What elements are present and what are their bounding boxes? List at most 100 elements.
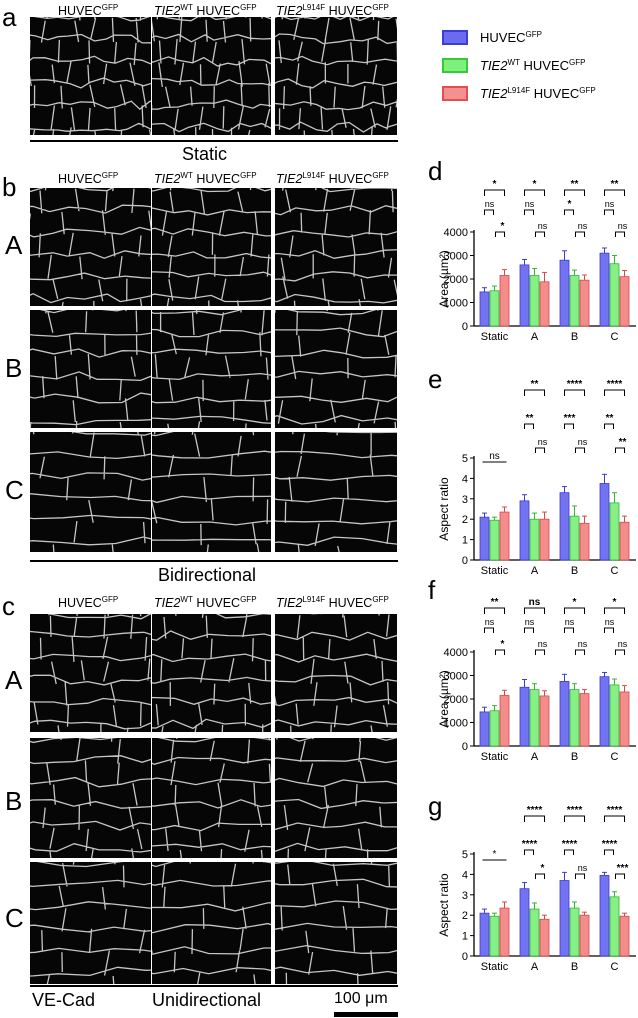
legend-item-tie2-l914f: TIE2L914F HUVECGFP	[442, 86, 596, 101]
x-tick-label: B	[571, 751, 578, 763]
y-tick-label: 5	[462, 453, 468, 465]
bar	[619, 276, 630, 327]
significance-bracket	[615, 649, 625, 655]
significance-label: ns	[525, 617, 535, 627]
significance-label: ns	[489, 451, 500, 462]
significance-label: *	[568, 199, 572, 210]
x-tick-label: C	[611, 565, 619, 576]
micrograph-c-a-col1	[30, 614, 151, 732]
y-tick-label: 0	[462, 741, 468, 753]
micrograph-b-a-col3	[275, 188, 397, 306]
significance-bracket	[484, 209, 494, 215]
membrane-outline	[152, 614, 271, 732]
bar	[539, 518, 550, 561]
bar	[529, 275, 540, 327]
micrograph-c-b-col3	[275, 738, 397, 858]
membrane-outline	[275, 614, 397, 732]
row-letter-A-b: A	[5, 230, 23, 260]
x-tick-label: B	[571, 565, 578, 576]
significance-bracket	[535, 447, 545, 453]
significance-bracket	[575, 649, 585, 655]
significance-bracket	[575, 873, 585, 879]
x-tick-label: B	[571, 961, 578, 973]
bar	[599, 875, 610, 957]
bar	[499, 275, 510, 327]
panel-letter-b: b	[2, 172, 17, 202]
bar	[599, 483, 610, 561]
bar	[619, 915, 630, 957]
significance-label: ****	[607, 805, 623, 816]
significance-label: ****	[562, 839, 578, 850]
y-tick-label: 5	[462, 849, 468, 861]
significance-bracket	[564, 815, 585, 822]
bar	[619, 691, 630, 747]
bar	[489, 519, 500, 561]
bar	[569, 275, 580, 327]
micrograph-b-a-col1	[30, 188, 151, 306]
significance-label: ns	[578, 863, 588, 873]
scale-bar-label: 100 μm	[334, 990, 388, 1007]
significance-label: ns	[485, 617, 495, 627]
significance-bracket	[615, 447, 625, 453]
micrograph-c-c-col3	[275, 862, 397, 984]
significance-bracket	[564, 607, 585, 614]
membrane-outline	[275, 738, 397, 858]
y-tick-label: 3	[462, 890, 468, 902]
significance-bracket	[564, 423, 574, 429]
bar	[609, 684, 620, 747]
significance-bracket	[484, 627, 494, 633]
column-header-c-col3: TIE2L914F HUVECGFP	[276, 595, 389, 610]
legend-label-tie2-wt: TIE2WT HUVECGFP	[480, 58, 586, 73]
legend-swatch-tie2-l914f	[442, 86, 468, 101]
membrane-outline	[152, 862, 271, 984]
unidirectional-divider	[30, 985, 398, 987]
significance-bracket	[604, 627, 614, 633]
micrograph-b-c-col2	[152, 432, 271, 552]
micrograph-a-static-col3	[275, 17, 397, 135]
bar	[489, 290, 500, 327]
significance-bracket	[524, 849, 534, 855]
y-tick-label: 4000	[444, 227, 468, 239]
bar	[529, 689, 540, 747]
bar	[609, 502, 620, 561]
micrograph-b-c-col1	[30, 432, 151, 552]
significance-label: **	[571, 179, 579, 190]
bar	[579, 693, 590, 747]
panel-letter-f: f	[428, 575, 436, 605]
bar	[539, 918, 550, 957]
significance-label: ns	[538, 221, 548, 231]
significance-bracket	[604, 209, 614, 215]
membrane-outline	[152, 310, 271, 428]
membrane-outline	[275, 432, 397, 552]
y-tick-label: 0	[462, 555, 468, 567]
significance-label: *	[533, 179, 537, 190]
bar	[529, 908, 540, 957]
y-tick-label: 2000	[444, 274, 468, 286]
significance-label: **	[531, 379, 539, 390]
significance-label: ns	[605, 199, 615, 209]
legend-label-huvec: HUVECGFP	[480, 30, 542, 45]
significance-bracket	[604, 189, 625, 196]
significance-label: ns	[578, 437, 588, 447]
significance-label: ns	[529, 597, 541, 608]
bar	[499, 907, 510, 957]
significance-bracket	[535, 649, 545, 655]
micrograph-a-static-col2	[152, 17, 271, 135]
significance-bracket	[535, 873, 545, 879]
significance-label: *	[613, 597, 617, 608]
panel-letter-a: a	[2, 2, 17, 32]
membrane-outline	[275, 862, 397, 984]
y-axis-label: Aspect ratio	[437, 873, 451, 937]
significance-bracket	[564, 389, 585, 396]
significance-bracket	[604, 389, 625, 396]
significance-bracket	[524, 209, 534, 215]
significance-label: *	[541, 863, 545, 874]
legend-label-tie2-l914f: TIE2L914F HUVECGFP	[480, 86, 596, 101]
micrograph-b-b-col3	[275, 310, 397, 428]
micrograph-b-b-col2	[152, 310, 271, 428]
static-label: Static	[182, 144, 228, 164]
significance-bracket	[564, 849, 574, 855]
significance-bracket	[564, 189, 585, 196]
significance-bracket	[524, 815, 545, 822]
significance-bracket	[524, 189, 545, 196]
